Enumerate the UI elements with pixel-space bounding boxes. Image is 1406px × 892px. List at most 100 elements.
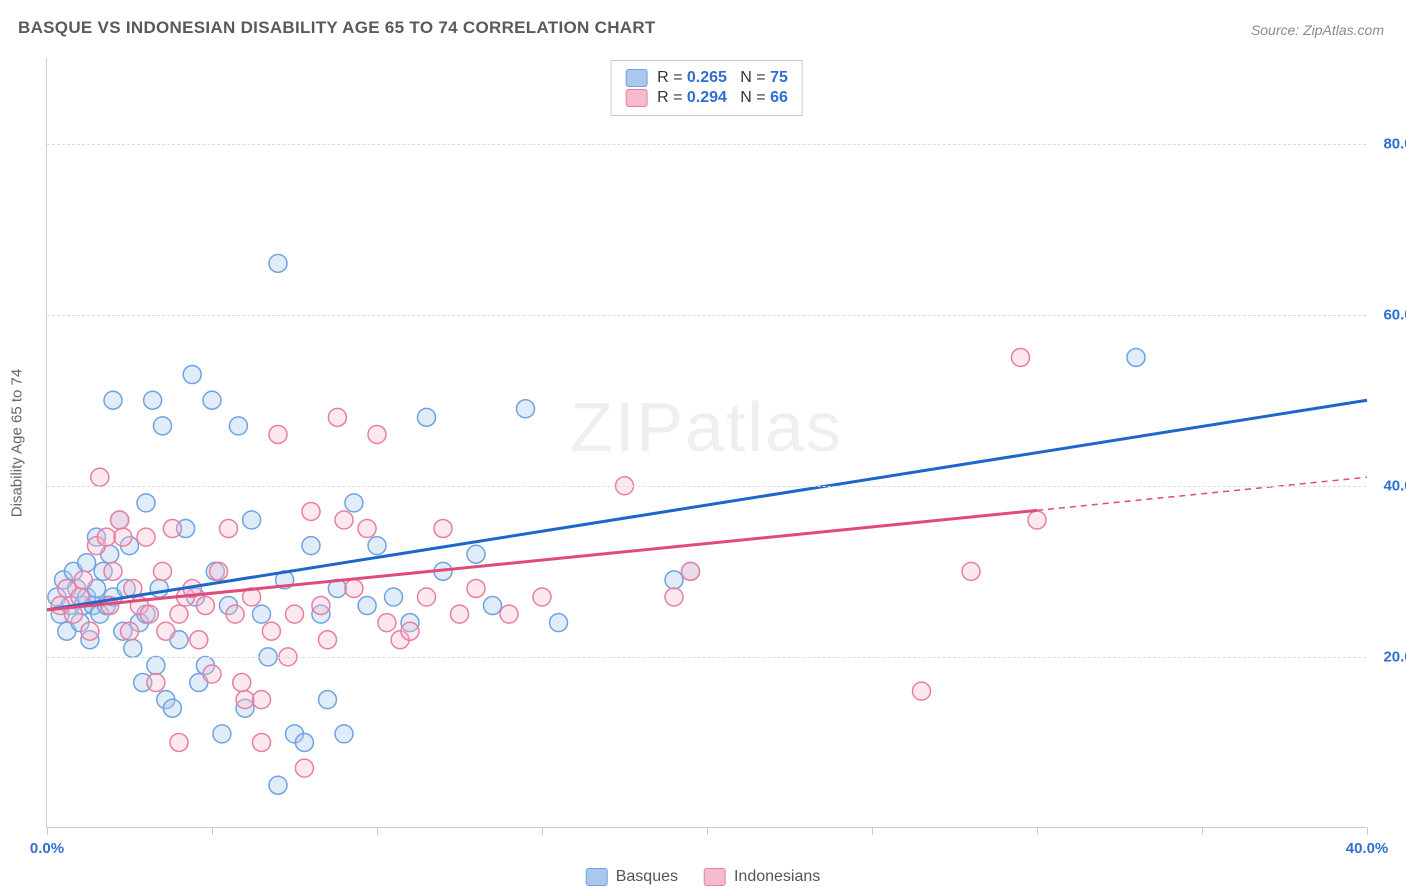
data-point bbox=[147, 674, 165, 692]
data-point bbox=[358, 597, 376, 615]
data-point bbox=[451, 605, 469, 623]
y-tick-label: 80.0% bbox=[1371, 135, 1406, 152]
data-point bbox=[78, 554, 96, 572]
data-point bbox=[401, 622, 419, 640]
chart-container: BASQUE VS INDONESIAN DISABILITY AGE 65 T… bbox=[0, 0, 1406, 892]
y-tick-label: 40.0% bbox=[1371, 477, 1406, 494]
data-point bbox=[124, 639, 142, 657]
data-point bbox=[1028, 511, 1046, 529]
data-point bbox=[517, 400, 535, 418]
data-point bbox=[484, 597, 502, 615]
data-point bbox=[97, 528, 115, 546]
data-point bbox=[295, 759, 313, 777]
data-point bbox=[328, 408, 346, 426]
data-point bbox=[144, 391, 162, 409]
grid-line bbox=[47, 315, 1366, 316]
data-point bbox=[104, 562, 122, 580]
data-point bbox=[154, 562, 172, 580]
legend-series: Basques Indonesians bbox=[586, 868, 821, 886]
data-point bbox=[183, 366, 201, 384]
data-point bbox=[203, 391, 221, 409]
data-point bbox=[335, 725, 353, 743]
y-axis-label: Disability Age 65 to 74 bbox=[9, 368, 26, 516]
data-point bbox=[157, 622, 175, 640]
chart-title: BASQUE VS INDONESIAN DISABILITY AGE 65 T… bbox=[18, 18, 656, 38]
data-point bbox=[196, 597, 214, 615]
data-point bbox=[147, 656, 165, 674]
y-tick-label: 60.0% bbox=[1371, 306, 1406, 323]
data-point bbox=[358, 520, 376, 538]
legend-stats-row: R = 0.265 N = 75 bbox=[625, 69, 788, 87]
source-attribution: Source: ZipAtlas.com bbox=[1251, 22, 1384, 38]
data-point bbox=[319, 631, 337, 649]
x-tick bbox=[377, 827, 378, 835]
x-tick bbox=[47, 827, 48, 835]
x-tick bbox=[872, 827, 873, 835]
data-point bbox=[1012, 348, 1030, 366]
x-tick bbox=[542, 827, 543, 835]
data-point bbox=[385, 588, 403, 606]
data-point bbox=[226, 605, 244, 623]
x-tick bbox=[1202, 827, 1203, 835]
data-point bbox=[262, 622, 280, 640]
data-point bbox=[91, 468, 109, 486]
data-point bbox=[1127, 348, 1145, 366]
x-tick bbox=[1367, 827, 1368, 835]
legend-series-label: Indonesians bbox=[734, 868, 820, 886]
data-point bbox=[269, 776, 287, 794]
grid-line bbox=[47, 486, 1366, 487]
data-point bbox=[500, 605, 518, 623]
data-point bbox=[111, 511, 129, 529]
legend-stats-text: R = 0.265 N = 75 bbox=[657, 69, 788, 87]
data-point bbox=[253, 691, 271, 709]
legend-swatch bbox=[586, 868, 608, 886]
data-point bbox=[74, 571, 92, 589]
data-point bbox=[253, 605, 271, 623]
y-tick-label: 20.0% bbox=[1371, 648, 1406, 665]
data-point bbox=[345, 579, 363, 597]
legend-stats-row: R = 0.294 N = 66 bbox=[625, 89, 788, 107]
plot-area: Disability Age 65 to 74 ZIPatlas R = 0.2… bbox=[46, 58, 1366, 828]
data-point bbox=[962, 562, 980, 580]
data-point bbox=[236, 691, 254, 709]
data-point bbox=[269, 254, 287, 272]
data-point bbox=[302, 502, 320, 520]
data-point bbox=[335, 511, 353, 529]
data-point bbox=[550, 614, 568, 632]
x-tick bbox=[212, 827, 213, 835]
source-label: Source: bbox=[1251, 22, 1303, 38]
source-value: ZipAtlas.com bbox=[1303, 22, 1384, 38]
data-point bbox=[418, 408, 436, 426]
data-point bbox=[229, 417, 247, 435]
data-point bbox=[137, 494, 155, 512]
data-point bbox=[295, 733, 313, 751]
data-point bbox=[203, 665, 221, 683]
data-point bbox=[302, 537, 320, 555]
data-point bbox=[533, 588, 551, 606]
data-point bbox=[312, 597, 330, 615]
x-tick bbox=[1037, 827, 1038, 835]
data-point bbox=[190, 631, 208, 649]
data-point bbox=[913, 682, 931, 700]
legend-series-item: Basques bbox=[586, 868, 678, 886]
grid-line bbox=[47, 144, 1366, 145]
data-point bbox=[163, 699, 181, 717]
data-point bbox=[286, 605, 304, 623]
data-point bbox=[467, 545, 485, 563]
data-point bbox=[243, 511, 261, 529]
data-point bbox=[140, 605, 158, 623]
data-point bbox=[253, 733, 271, 751]
data-point bbox=[319, 691, 337, 709]
data-point bbox=[378, 614, 396, 632]
legend-series-item: Indonesians bbox=[704, 868, 820, 886]
x-tick-label: 0.0% bbox=[30, 840, 64, 857]
grid-line bbox=[47, 657, 1366, 658]
data-point bbox=[665, 588, 683, 606]
legend-stats: R = 0.265 N = 75 R = 0.294 N = 66 bbox=[610, 60, 803, 116]
legend-stats-text: R = 0.294 N = 66 bbox=[657, 89, 788, 107]
data-point bbox=[154, 417, 172, 435]
data-point bbox=[114, 528, 132, 546]
data-point bbox=[467, 579, 485, 597]
legend-series-label: Basques bbox=[616, 868, 678, 886]
data-point bbox=[345, 494, 363, 512]
